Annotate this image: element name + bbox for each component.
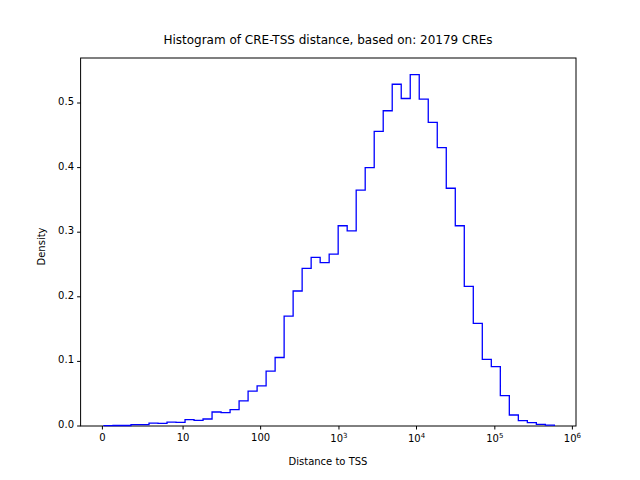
x-tick-label: 100 xyxy=(233,432,289,443)
figure-canvas: Histogram of CRE-TSS distance, based on:… xyxy=(0,0,640,480)
y-tick-label: 0.1 xyxy=(40,354,74,365)
x-tick-label: 103 xyxy=(311,432,367,444)
x-tick-label: 10 xyxy=(155,432,211,443)
y-axis-label: Density xyxy=(36,197,49,297)
x-tick-text: 0 xyxy=(99,432,105,443)
y-tick-label: 0.2 xyxy=(40,290,74,301)
axes-frame xyxy=(81,58,576,426)
x-tick-text: 10 xyxy=(177,432,190,443)
x-tick-text: 100 xyxy=(251,432,270,443)
x-tick-text: 10 xyxy=(330,433,343,444)
y-tick-label: 0.5 xyxy=(40,96,74,107)
y-tick-label: 0.4 xyxy=(40,161,74,172)
chart-title: Histogram of CRE-TSS distance, based on:… xyxy=(80,33,576,47)
x-tick-exponent: 6 xyxy=(577,432,581,440)
plot-area xyxy=(0,0,640,480)
x-tick-label: 105 xyxy=(467,432,523,444)
x-tick-text: 10 xyxy=(564,433,577,444)
x-tick-text: 10 xyxy=(408,433,421,444)
x-tick-text: 10 xyxy=(486,433,499,444)
x-axis-label: Distance to TSS xyxy=(80,456,576,467)
x-tick-label: 0 xyxy=(74,432,130,443)
histogram-step-line xyxy=(104,75,554,426)
x-tick-exponent: 4 xyxy=(421,432,425,440)
y-tick-label: 0.3 xyxy=(40,225,74,236)
x-tick-label: 104 xyxy=(389,432,445,444)
x-tick-exponent: 3 xyxy=(343,432,347,440)
y-tick-label: 0.0 xyxy=(40,419,74,430)
x-tick-label: 106 xyxy=(544,432,600,444)
x-tick-exponent: 5 xyxy=(499,432,503,440)
